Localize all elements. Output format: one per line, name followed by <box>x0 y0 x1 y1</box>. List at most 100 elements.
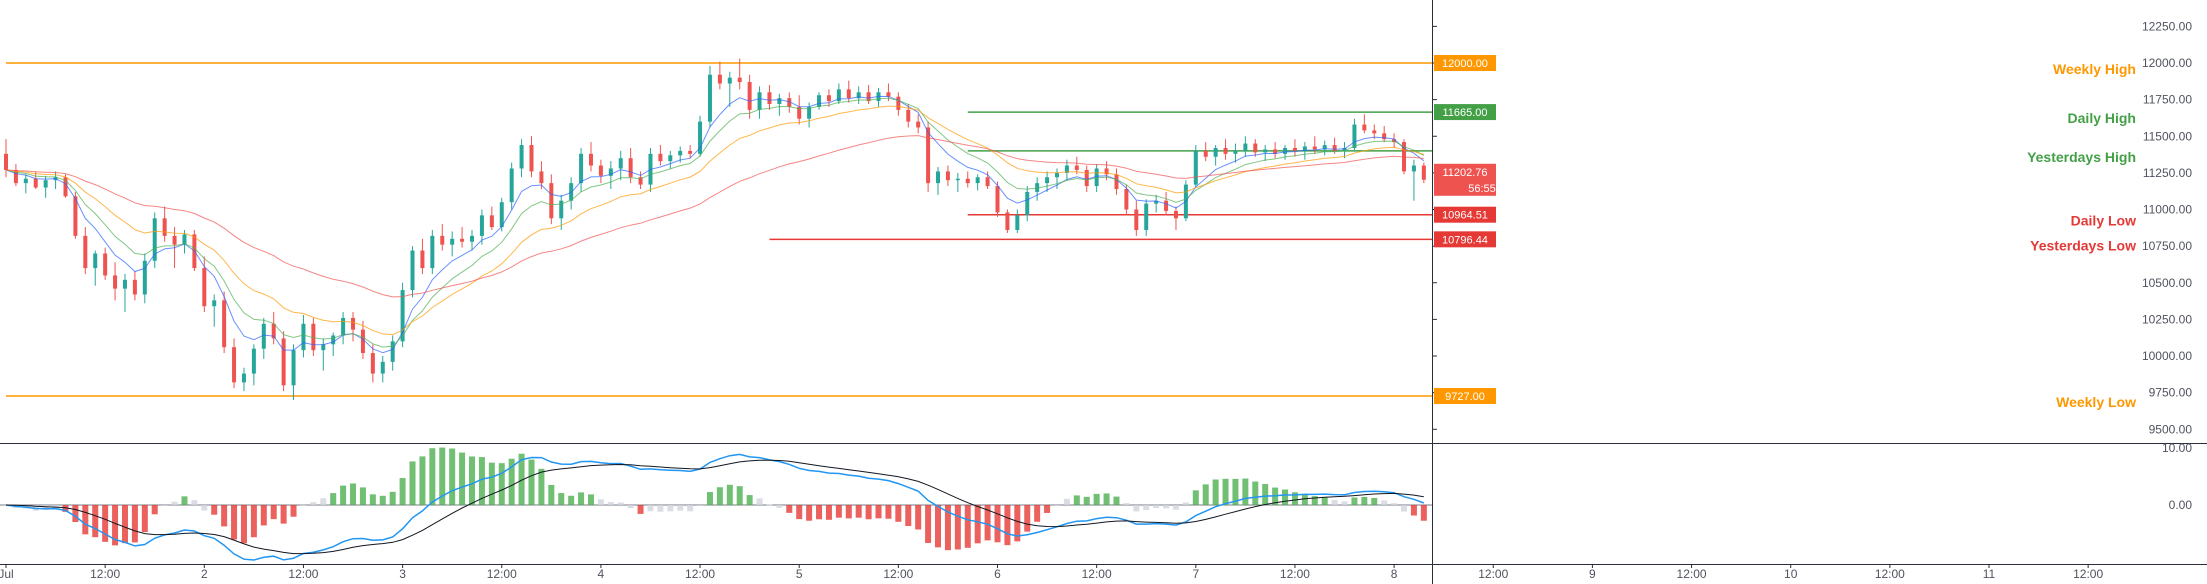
candle <box>470 230 475 251</box>
macd-histogram-bar <box>42 505 49 511</box>
candle <box>489 206 494 231</box>
time-tick-label: 12:00 <box>883 567 913 581</box>
macd-histogram-bar <box>1103 493 1110 505</box>
macd-histogram-bar <box>875 505 882 519</box>
price-tick-label: 9500.00 <box>2149 422 2193 436</box>
candle <box>1193 145 1198 188</box>
macd-histogram-bar <box>369 494 376 505</box>
macd-histogram-bar <box>1143 505 1150 511</box>
level-label: Yesterdays Low <box>2030 237 2136 253</box>
candle-series <box>4 58 1426 400</box>
candle <box>1084 165 1089 192</box>
candle <box>668 150 673 169</box>
macd-histogram-bar <box>320 498 327 505</box>
time-tick-label: 2 <box>201 567 208 581</box>
current-price-label: 11202.76 <box>1442 167 1487 179</box>
time-tick-label: 12:00 <box>1677 567 1707 581</box>
time-axis[interactable]: Jul 12:00 2 12:00 3 12:00 4 12:00 5 12:00 6 12:00 7 1… <box>0 564 2207 581</box>
candle <box>1005 209 1010 233</box>
macd-histogram-bar <box>568 495 575 505</box>
macd-histogram-bar <box>260 505 267 526</box>
macd-histogram-bar <box>300 504 307 506</box>
candle <box>83 227 88 274</box>
candle <box>797 95 802 125</box>
candle <box>222 291 227 354</box>
macd-histogram-bar <box>1291 492 1298 505</box>
macd-histogram-bar <box>121 505 128 544</box>
macd-histogram-bar <box>1252 481 1259 505</box>
macd-histogram-bar <box>825 505 832 520</box>
macd-histogram-bar <box>786 505 793 513</box>
macd-histogram-bar <box>429 448 436 505</box>
time-tick-label: 12:00 <box>487 567 517 581</box>
macd-histogram-bar <box>1073 495 1080 505</box>
candle <box>301 314 306 358</box>
macd-histogram-bar <box>766 504 773 506</box>
macd-histogram-bar <box>1113 496 1120 505</box>
candle <box>122 273 127 313</box>
macd-histogram-bar <box>1420 505 1427 521</box>
candle <box>450 231 455 257</box>
macd-histogram-bar <box>736 486 743 505</box>
candle <box>1015 209 1020 233</box>
candle <box>241 367 246 392</box>
candle <box>727 71 732 107</box>
price-badge <box>1434 388 1496 404</box>
price-tick-label: 11000.00 <box>2143 203 2192 217</box>
macd-histogram-bar <box>597 499 604 505</box>
price-badge-label: 10964.51 <box>1442 210 1488 222</box>
macd-histogram-bar <box>677 505 684 511</box>
macd-histogram-bar <box>806 505 813 521</box>
macd-histogram-bar <box>171 501 178 505</box>
macd-histogram-bar <box>478 457 485 505</box>
candle <box>1233 143 1238 163</box>
candle <box>1322 140 1327 156</box>
macd-histogram-bar <box>1024 505 1031 532</box>
candle <box>1411 159 1416 201</box>
time-tick-label: 12:00 <box>1280 567 1310 581</box>
candle <box>509 162 514 210</box>
macd-histogram-bar <box>548 484 555 505</box>
macd-histogram-bar <box>518 453 525 505</box>
macd-histogram-bar <box>161 505 168 506</box>
macd-histogram-bar <box>270 505 277 520</box>
price-badge-label: 12000.00 <box>1442 58 1488 70</box>
candle <box>1124 184 1129 216</box>
macd-histogram-bar <box>102 505 109 542</box>
candle <box>152 212 157 269</box>
candle <box>1114 168 1119 195</box>
price-axis[interactable]: 12250.00 12000.00 11750.00 11500.00 11250.00… <box>1432 0 2192 584</box>
candle <box>916 114 921 134</box>
macd-histogram-bar <box>221 505 228 527</box>
macd-histogram-bar <box>855 505 862 518</box>
candle <box>945 165 950 187</box>
macd-histogram-bar <box>1410 505 1417 516</box>
candle <box>707 65 712 128</box>
macd-histogram-bar <box>231 505 238 540</box>
candle <box>23 174 28 194</box>
macd-histogram-bar <box>1053 505 1060 506</box>
price-badge-label: 9727.00 <box>1445 391 1485 403</box>
time-tick-label: 12:00 <box>685 567 715 581</box>
level-label: Weekly Low <box>2056 394 2136 410</box>
candle <box>13 164 18 187</box>
candle <box>856 86 861 105</box>
candle <box>1154 194 1159 213</box>
candle <box>1382 125 1387 143</box>
macd-histogram-bar <box>449 448 456 505</box>
candle <box>777 93 782 116</box>
macd-histogram-bar <box>1163 505 1170 509</box>
candle <box>1292 139 1297 157</box>
candle <box>817 92 822 110</box>
macd-histogram-bar <box>1212 479 1219 505</box>
time-tick-label: 12:00 <box>1875 567 1905 581</box>
candle <box>787 92 792 113</box>
macd-histogram-bar <box>607 502 614 505</box>
price-badges: 12000.00 11665.00 10964.51 10796.44 9727.00 1… <box>1434 55 1496 404</box>
macd-histogram-bar <box>1034 505 1041 522</box>
macd-histogram-bar <box>399 478 406 505</box>
macd-histogram-bar <box>240 505 247 544</box>
macd-histogram-bar <box>756 498 763 505</box>
macd-histogram-bar <box>935 505 942 548</box>
